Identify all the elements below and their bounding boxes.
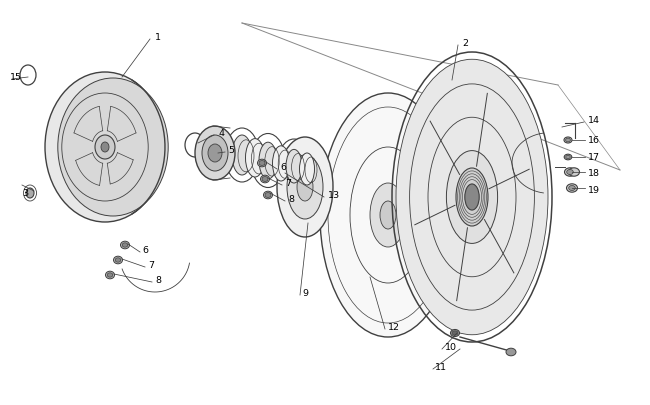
Ellipse shape <box>396 60 548 335</box>
Ellipse shape <box>567 170 573 175</box>
Ellipse shape <box>506 348 516 356</box>
Text: 11: 11 <box>435 362 447 371</box>
Ellipse shape <box>564 155 572 160</box>
Ellipse shape <box>380 202 396 230</box>
Ellipse shape <box>26 189 34 198</box>
Ellipse shape <box>263 192 272 199</box>
Text: 7: 7 <box>148 261 154 270</box>
Text: 15: 15 <box>10 73 22 82</box>
Ellipse shape <box>566 139 571 143</box>
Ellipse shape <box>259 161 265 166</box>
Ellipse shape <box>320 94 456 337</box>
Ellipse shape <box>95 136 115 160</box>
Ellipse shape <box>122 243 128 247</box>
Text: 1: 1 <box>155 34 161 43</box>
Text: 12: 12 <box>388 323 400 332</box>
Ellipse shape <box>287 156 323 220</box>
Ellipse shape <box>107 273 113 277</box>
Ellipse shape <box>567 184 577 193</box>
Ellipse shape <box>208 145 222 162</box>
Text: 16: 16 <box>588 136 600 145</box>
Text: 7: 7 <box>285 179 291 188</box>
Ellipse shape <box>101 143 109 153</box>
Ellipse shape <box>105 271 114 279</box>
Ellipse shape <box>120 242 129 249</box>
Ellipse shape <box>465 185 479 211</box>
Text: 8: 8 <box>288 195 294 204</box>
Text: 4: 4 <box>218 129 224 138</box>
Ellipse shape <box>569 168 580 177</box>
Text: 9: 9 <box>302 289 308 298</box>
Text: 14: 14 <box>588 116 600 125</box>
Ellipse shape <box>259 143 277 179</box>
Ellipse shape <box>246 139 265 177</box>
Ellipse shape <box>45 73 165 222</box>
Text: 6: 6 <box>142 246 148 255</box>
Text: 8: 8 <box>155 276 161 285</box>
Ellipse shape <box>569 186 575 191</box>
Ellipse shape <box>456 168 488 226</box>
Text: 18: 18 <box>588 169 600 178</box>
Ellipse shape <box>452 331 458 335</box>
Ellipse shape <box>297 174 313 202</box>
Text: 10: 10 <box>445 343 457 352</box>
Ellipse shape <box>257 160 266 167</box>
Ellipse shape <box>286 150 302 183</box>
Ellipse shape <box>272 147 289 181</box>
Text: 17: 17 <box>588 153 600 162</box>
Ellipse shape <box>564 138 572 144</box>
Ellipse shape <box>277 138 333 237</box>
Text: 6: 6 <box>280 163 286 172</box>
Ellipse shape <box>195 127 235 181</box>
Ellipse shape <box>450 330 460 337</box>
Ellipse shape <box>232 136 252 175</box>
Ellipse shape <box>447 151 498 244</box>
Ellipse shape <box>300 153 315 185</box>
Text: 19: 19 <box>588 186 600 195</box>
Ellipse shape <box>261 176 270 183</box>
Ellipse shape <box>564 168 575 177</box>
Text: 5: 5 <box>228 146 234 155</box>
Ellipse shape <box>370 183 406 247</box>
Ellipse shape <box>202 136 228 172</box>
Text: 2: 2 <box>462 39 468 48</box>
Ellipse shape <box>115 258 121 262</box>
Text: 13: 13 <box>328 191 340 200</box>
Text: 3: 3 <box>22 189 28 198</box>
Ellipse shape <box>566 156 570 159</box>
Ellipse shape <box>262 177 268 182</box>
Ellipse shape <box>114 256 122 264</box>
Ellipse shape <box>58 79 168 216</box>
Ellipse shape <box>265 193 271 198</box>
